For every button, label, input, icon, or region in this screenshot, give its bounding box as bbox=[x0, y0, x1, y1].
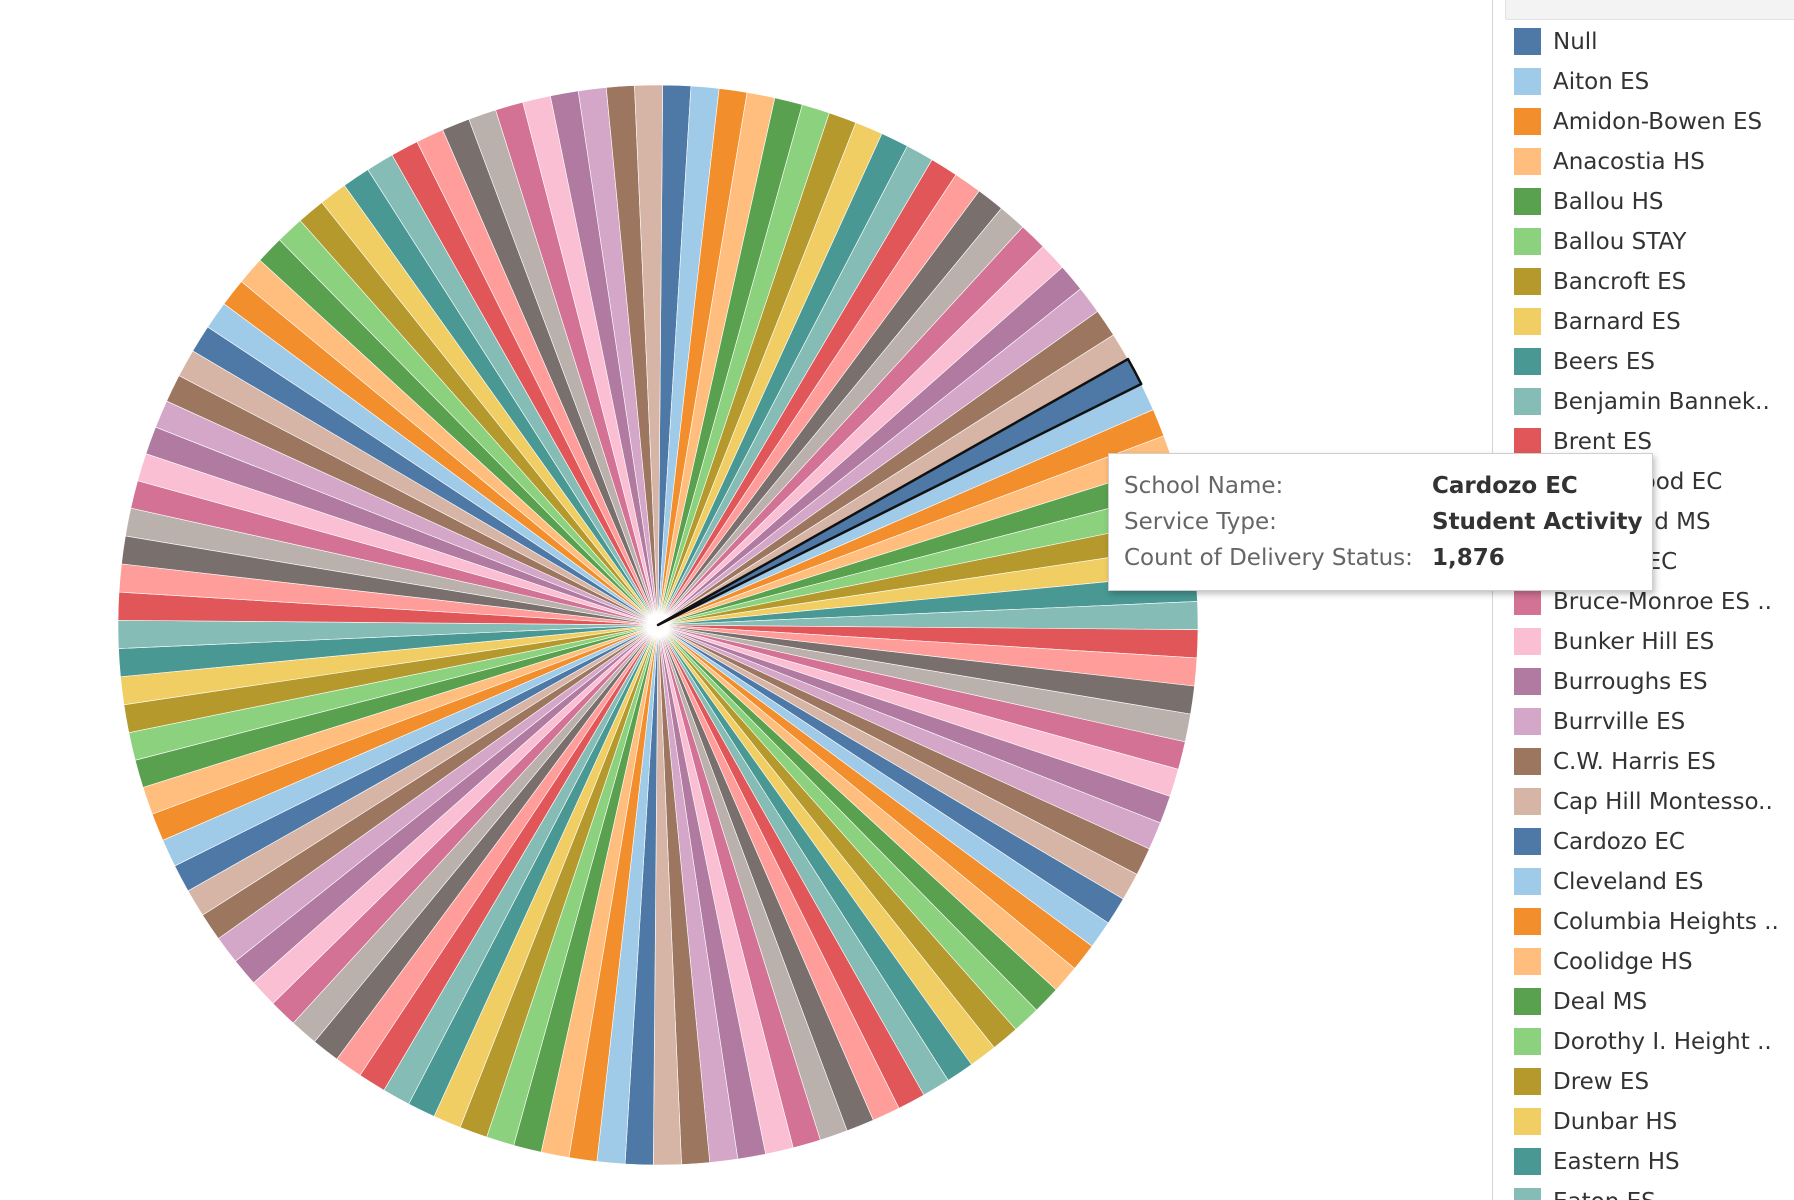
legend-swatch bbox=[1514, 1068, 1541, 1095]
legend-item[interactable]: Cardozo EC bbox=[1514, 824, 1784, 864]
legend-item[interactable]: Brent ES bbox=[1514, 424, 1784, 464]
legend-swatch bbox=[1514, 588, 1541, 615]
legend-swatch bbox=[1514, 868, 1541, 895]
legend-item[interactable]: Ballou HS bbox=[1514, 184, 1784, 224]
tooltip-label-school: School Name: bbox=[1124, 473, 1284, 499]
legend-swatch bbox=[1514, 228, 1541, 255]
legend-item[interactable]: C.W. Harris ES bbox=[1514, 744, 1784, 784]
legend-swatch bbox=[1514, 108, 1541, 135]
tooltip-row-count: Count of Delivery Status: 1,876 bbox=[1124, 542, 1505, 574]
legend-item[interactable]: Burroughs ES bbox=[1514, 664, 1784, 704]
legend-label: Bunker Hill ES bbox=[1553, 629, 1715, 655]
legend-swatch bbox=[1514, 788, 1541, 815]
legend-panel[interactable]: Null Aiton ES Amidon-Bowen ES Anacostia HS B… bbox=[1492, 0, 1794, 1200]
legend-title-bar bbox=[1505, 0, 1794, 20]
legend-label: Deal MS bbox=[1553, 989, 1648, 1015]
legend-label: Aiton ES bbox=[1553, 69, 1650, 95]
legend-swatch bbox=[1514, 268, 1541, 295]
legend-label: Brent ES bbox=[1553, 429, 1652, 455]
legend-swatch bbox=[1514, 308, 1541, 335]
tooltip-value-school: Cardozo EC bbox=[1432, 473, 1578, 499]
legend-item[interactable]: Cleveland ES bbox=[1514, 864, 1784, 904]
legend-item[interactable]: Eastern HS bbox=[1514, 1144, 1784, 1184]
legend-item[interactable]: Ballou STAY bbox=[1514, 224, 1784, 264]
legend-label: Beers ES bbox=[1553, 349, 1655, 375]
legend-label: Burroughs ES bbox=[1553, 669, 1708, 695]
legend-item[interactable]: Bancroft ES bbox=[1514, 264, 1784, 304]
legend-item[interactable]: Null bbox=[1514, 24, 1784, 64]
legend-swatch bbox=[1514, 388, 1541, 415]
legend-item[interactable]: Bunker Hill ES bbox=[1514, 624, 1784, 664]
legend-label: Amidon-Bowen ES bbox=[1553, 109, 1763, 135]
tooltip-value-count: 1,876 bbox=[1432, 545, 1505, 571]
legend-swatch bbox=[1514, 28, 1541, 55]
legend-swatch bbox=[1514, 708, 1541, 735]
legend-item[interactable]: Cap Hill Montesso.. bbox=[1514, 784, 1784, 824]
legend-item[interactable]: Burrville ES bbox=[1514, 704, 1784, 744]
legend-label: Barnard ES bbox=[1553, 309, 1681, 335]
legend-label: Ballou STAY bbox=[1553, 229, 1687, 255]
pie-slice[interactable] bbox=[634, 84, 664, 626]
legend-swatch bbox=[1514, 948, 1541, 975]
legend-swatch bbox=[1514, 428, 1541, 455]
legend-swatch bbox=[1514, 188, 1541, 215]
legend-label: Dunbar HS bbox=[1553, 1109, 1678, 1135]
legend-swatch bbox=[1514, 1108, 1541, 1135]
legend-swatch bbox=[1514, 828, 1541, 855]
legend-label: Anacostia HS bbox=[1553, 149, 1705, 175]
legend-label: Cap Hill Montesso.. bbox=[1553, 789, 1773, 815]
legend-item[interactable]: Benjamin Bannek.. bbox=[1514, 384, 1784, 424]
legend-item[interactable]: Barnard ES bbox=[1514, 304, 1784, 344]
legend-item[interactable]: Beers ES bbox=[1514, 344, 1784, 384]
legend-swatch bbox=[1514, 908, 1541, 935]
tooltip: School Name: Cardozo EC Service Type: Stud… bbox=[1108, 453, 1653, 591]
legend-swatch bbox=[1514, 1188, 1541, 1200]
legend-swatch bbox=[1514, 628, 1541, 655]
legend-item[interactable]: Dorothy I. Height .. bbox=[1514, 1024, 1784, 1064]
tooltip-value-service: Student Activity bbox=[1432, 509, 1643, 535]
legend-swatch bbox=[1514, 1148, 1541, 1175]
legend-swatch bbox=[1514, 1028, 1541, 1055]
legend-label: Bancroft ES bbox=[1553, 269, 1687, 295]
legend-label: Ballou HS bbox=[1553, 189, 1664, 215]
legend-swatch bbox=[1514, 988, 1541, 1015]
tooltip-label-service: Service Type: bbox=[1124, 509, 1277, 535]
legend-item[interactable]: Aiton ES bbox=[1514, 64, 1784, 104]
legend-swatch bbox=[1514, 348, 1541, 375]
legend-item[interactable]: Columbia Heights .. bbox=[1514, 904, 1784, 944]
legend-item[interactable]: Eaton ES bbox=[1514, 1184, 1784, 1200]
legend-item[interactable]: Drew ES bbox=[1514, 1064, 1784, 1104]
legend-label: Cleveland ES bbox=[1553, 869, 1704, 895]
legend-swatch bbox=[1514, 668, 1541, 695]
legend-label: Drew ES bbox=[1553, 1069, 1650, 1095]
legend-swatch bbox=[1514, 68, 1541, 95]
legend-item[interactable]: Amidon-Bowen ES bbox=[1514, 104, 1784, 144]
legend-label: Null bbox=[1553, 29, 1598, 55]
tooltip-row-school: School Name: Cardozo EC bbox=[1124, 470, 1578, 502]
legend-item[interactable]: Dunbar HS bbox=[1514, 1104, 1784, 1144]
tooltip-row-service: Service Type: Student Activity bbox=[1124, 506, 1643, 538]
legend-item[interactable]: Coolidge HS bbox=[1514, 944, 1784, 984]
legend-label: Benjamin Bannek.. bbox=[1553, 389, 1770, 415]
legend-label: C.W. Harris ES bbox=[1553, 749, 1716, 775]
legend-label: Dorothy I. Height .. bbox=[1553, 1029, 1772, 1055]
legend-swatch bbox=[1514, 148, 1541, 175]
legend-label: Cardozo EC bbox=[1553, 829, 1685, 855]
legend-label: Burrville ES bbox=[1553, 709, 1686, 735]
pie-slice-highlight bbox=[656, 357, 1143, 627]
tooltip-label-count: Count of Delivery Status: bbox=[1124, 545, 1413, 571]
pie-chart[interactable] bbox=[0, 0, 1492, 1200]
legend-label: Columbia Heights .. bbox=[1553, 909, 1779, 935]
legend-item[interactable]: Deal MS bbox=[1514, 984, 1784, 1024]
legend-item[interactable]: Bruce-Monroe ES .. bbox=[1514, 584, 1784, 624]
legend-label: Eastern HS bbox=[1553, 1149, 1680, 1175]
legend-label: Bruce-Monroe ES .. bbox=[1553, 589, 1772, 615]
legend-swatch bbox=[1514, 748, 1541, 775]
legend-list: Null Aiton ES Amidon-Bowen ES Anacostia HS B… bbox=[1514, 24, 1784, 1200]
legend-label: Coolidge HS bbox=[1553, 949, 1693, 975]
legend-label: Eaton ES bbox=[1553, 1187, 1656, 1200]
legend-item[interactable]: Anacostia HS bbox=[1514, 144, 1784, 184]
